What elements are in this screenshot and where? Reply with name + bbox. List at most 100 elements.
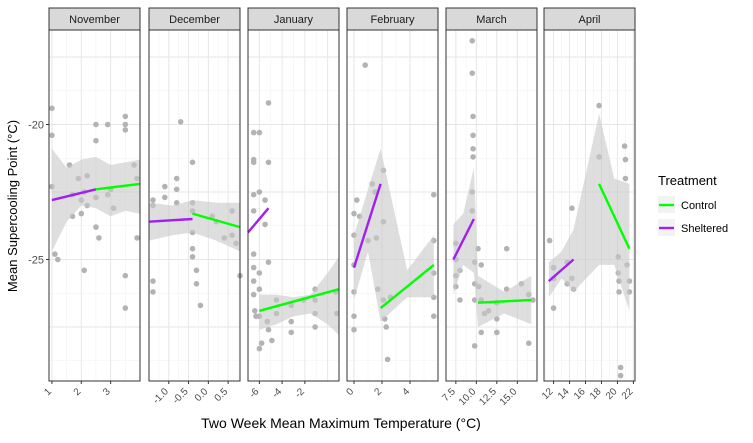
x-tick-label: 12.5	[477, 386, 499, 408]
fit-line-control	[192, 212, 241, 229]
legend-label-control: Control	[681, 200, 716, 212]
confidence-ribbon	[51, 148, 140, 252]
data-point	[122, 121, 129, 128]
fit-line-control	[379, 263, 435, 310]
data-point	[250, 251, 257, 257]
data-point	[197, 302, 204, 309]
facet-strip-label: December	[169, 14, 220, 26]
facet-strip-label: March	[476, 14, 507, 26]
data-point	[173, 186, 180, 193]
data-point	[526, 340, 532, 347]
data-point	[383, 324, 390, 330]
data-point	[478, 262, 485, 268]
legend-title: Treatment	[658, 173, 717, 188]
data-point	[250, 191, 257, 198]
x-tick-label: 15.0	[498, 386, 520, 408]
x-tick-label: 0.5	[213, 386, 231, 404]
data-point	[52, 251, 58, 257]
x-tick-label: 0	[344, 386, 356, 398]
data-point	[250, 159, 257, 166]
data-point	[252, 308, 258, 314]
facet-panel-february: February 0 2 4	[344, 7, 439, 398]
data-point	[550, 305, 557, 311]
data-point	[362, 62, 369, 68]
x-tick-label: 7.5	[440, 386, 458, 404]
data-point	[546, 237, 553, 244]
x-axis-title: Two Week Mean Maximum Temperature (°C)	[201, 415, 481, 431]
data-point	[122, 113, 129, 120]
data-point	[256, 345, 263, 352]
x-tick-label: 16	[572, 386, 588, 402]
fit-line-sheltered	[352, 183, 382, 268]
fit-line-control	[597, 183, 631, 250]
x-tick-label: 3	[101, 386, 113, 398]
facet-strip-label: April	[578, 14, 600, 26]
confidence-ribbon	[453, 167, 532, 327]
data-point	[494, 329, 500, 336]
data-point	[622, 175, 629, 182]
data-point	[250, 264, 257, 271]
y-axis-title: Mean Supercooling Point (°C)	[5, 120, 20, 292]
data-point	[78, 210, 85, 217]
data-point	[150, 289, 156, 295]
data-point	[470, 146, 476, 152]
facet-panel-january: January -6 -4 -2	[247, 7, 340, 400]
facet-strip	[148, 7, 241, 31]
data-point	[262, 197, 268, 203]
confidence-ribbon	[149, 200, 240, 252]
data-point	[351, 326, 357, 333]
data-point	[530, 297, 536, 303]
x-tick-label: 20	[604, 386, 620, 402]
facet-strip	[346, 7, 439, 31]
facet-strip	[543, 7, 636, 31]
data-point	[265, 159, 272, 166]
data-point	[621, 143, 628, 149]
data-point	[616, 289, 622, 295]
facet-panel-march: March 7.510.012.515.0	[440, 7, 538, 408]
data-point	[250, 278, 257, 284]
data-point	[265, 326, 272, 333]
x-tick-label: 10.0	[457, 386, 479, 408]
data-point	[470, 113, 476, 120]
fit-line-sheltered	[548, 258, 575, 283]
y-axis: -20 -25	[28, 120, 49, 267]
legend-label-sheltered: Sheltered	[681, 223, 728, 235]
data-point	[250, 208, 257, 214]
x-tick-label: -1.0	[151, 386, 171, 406]
data-point	[189, 245, 196, 252]
data-point	[49, 132, 55, 139]
x-tick-label: -4	[270, 386, 284, 400]
y-tick-label: -25	[28, 255, 44, 267]
facet-strip-label: November	[69, 14, 120, 26]
x-tick-label: 0.0	[193, 386, 211, 404]
facet-panel-april: April 12 14 16 18 20 22	[540, 7, 636, 402]
data-point	[351, 313, 357, 320]
data-point	[104, 121, 111, 128]
data-point	[177, 119, 184, 125]
data-point	[193, 267, 200, 274]
data-point	[617, 364, 624, 371]
facet-strip	[48, 7, 141, 31]
data-point	[193, 281, 200, 287]
facet-panel-november: November 1 2 3	[42, 7, 141, 398]
data-point	[256, 286, 263, 293]
fit-line-sheltered	[247, 207, 270, 234]
y-tick-label: -20	[28, 120, 44, 132]
data-point	[312, 324, 318, 330]
data-point	[351, 210, 357, 217]
data-point	[134, 235, 140, 241]
data-point	[250, 291, 257, 298]
x-tick-label: -0.5	[171, 386, 191, 406]
panel-background	[446, 30, 537, 381]
data-point	[596, 102, 602, 109]
facet-strip	[445, 7, 538, 31]
data-point	[256, 129, 263, 136]
x-tick-label: 18	[588, 386, 604, 402]
fit-line-control	[477, 298, 532, 304]
data-point	[431, 313, 437, 320]
data-point	[262, 221, 268, 228]
x-tick-label: 22	[620, 386, 636, 402]
fit-line-sheltered	[452, 218, 475, 261]
